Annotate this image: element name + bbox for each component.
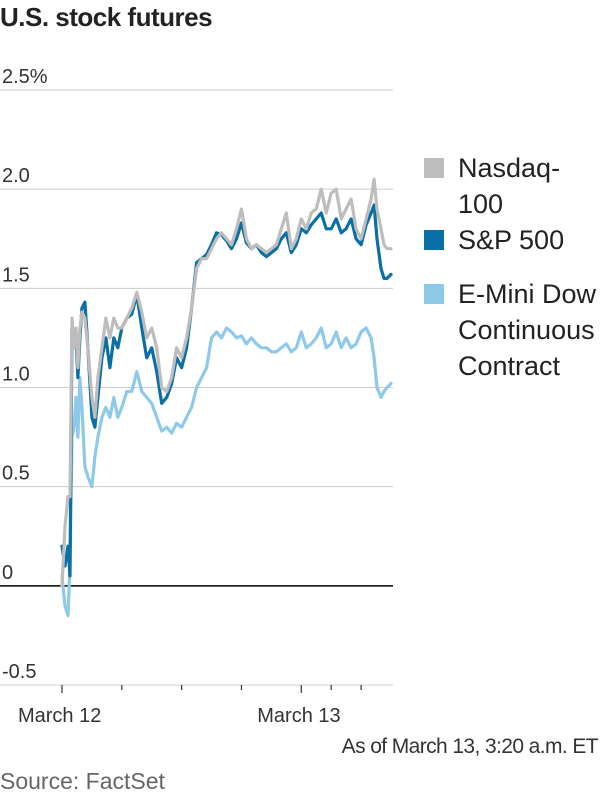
x-axis: March 12 March 13 <box>18 685 362 727</box>
source-note: Source: FactSet <box>0 768 165 794</box>
y-tick-label: -0.5 <box>2 661 36 683</box>
legend-label-dow: E-Mini Dow Continuous Contract <box>458 279 597 381</box>
series-line-nasdaq <box>60 177 393 588</box>
series-line-dow <box>60 326 393 618</box>
y-tick-label: 0 <box>2 562 13 584</box>
legend-swatch-dow <box>424 284 444 304</box>
legend: Nasdaq-100 S&P 500 E-Mini Dow Continuous… <box>424 150 600 384</box>
y-tick-label: 2.0 <box>2 165 30 187</box>
legend-swatch-nasdaq <box>424 158 444 178</box>
chart-title: U.S. stock futures <box>0 2 213 32</box>
y-tick-label: 2.5% <box>2 66 48 88</box>
y-tick-label: 0.5 <box>2 463 30 485</box>
grid-lines <box>0 89 393 686</box>
x-tick-label: March 12 <box>18 705 101 727</box>
legend-item-dow: E-Mini Dow Continuous Contract <box>424 276 600 384</box>
series-line-sp500 <box>60 203 393 578</box>
legend-label-nasdaq: Nasdaq-100 <box>458 153 561 219</box>
legend-item-sp500: S&P 500 <box>424 222 600 276</box>
y-tick-label: 1.0 <box>2 364 30 386</box>
chart-plot: -0.5 0 0.5 1.0 1.5 2.0 2.5% March 12 March 13 <box>0 66 393 727</box>
legend-label-sp500: S&P 500 <box>458 225 565 255</box>
x-tick-label: March 13 <box>257 705 340 727</box>
timestamp-note: As of March 13, 3:20 a.m. ET <box>341 735 599 758</box>
y-tick-label: 1.5 <box>2 264 30 286</box>
legend-item-nasdaq: Nasdaq-100 <box>424 150 600 222</box>
y-tick-labels: -0.5 0 0.5 1.0 1.5 2.0 2.5% <box>2 66 48 683</box>
legend-swatch-sp500 <box>424 230 444 250</box>
series-lines <box>60 177 393 618</box>
